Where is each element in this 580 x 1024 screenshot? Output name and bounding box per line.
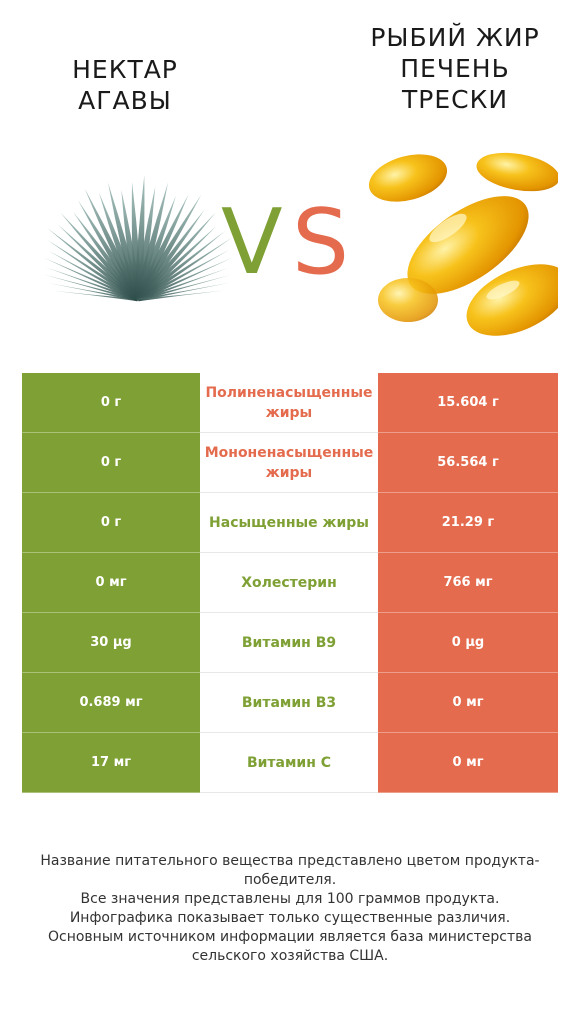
left-value-cell: 0 г	[22, 433, 200, 493]
agave-leaf	[52, 290, 139, 302]
nutrient-name-cell: Витамин C	[200, 733, 378, 793]
table-row: 0 г Полиненасыщенные жиры 15.604 г	[22, 373, 558, 433]
right-value-cell: 0 мг	[378, 673, 558, 733]
agave-leaf	[136, 257, 233, 302]
nutrient-name-cell: Холестерин	[200, 553, 378, 613]
agave-leaf	[134, 209, 205, 301]
right-value-cell: 21.29 г	[378, 493, 558, 553]
agave-leaf	[137, 282, 230, 302]
nutrient-name-cell: Витамин B3	[200, 673, 378, 733]
left-value-cell: 0 г	[22, 373, 200, 433]
agave-leaf	[136, 267, 230, 302]
agave-leaf	[135, 249, 230, 302]
right-value-cell: 766 мг	[378, 553, 558, 613]
left-value-cell: 30 µg	[22, 613, 200, 673]
table-row: 30 µg Витамин B9 0 µg	[22, 613, 558, 673]
table-row: 0 г Насыщенные жиры 21.29 г	[22, 493, 558, 553]
agave-leaf	[137, 290, 225, 302]
agave-leaf	[134, 182, 169, 301]
vs-s-letter: S	[292, 190, 350, 295]
left-value-cell: 17 мг	[22, 733, 200, 793]
footer-line: Все значения представлены для 100 граммо…	[80, 891, 500, 907]
table-row: 0 г Мононенасыщенные жиры 56.564 г	[22, 433, 558, 493]
agave-leaf	[43, 274, 140, 302]
right-value-cell: 15.604 г	[378, 373, 558, 433]
footer-notes: Название питательного вещества представл…	[20, 852, 560, 966]
agave-leaf	[45, 267, 140, 302]
fish-oil-capsules-icon	[368, 152, 558, 336]
right-value-cell: 0 мг	[378, 733, 558, 793]
right-value-cell: 0 µg	[378, 613, 558, 673]
right-product-title: РЫБИЙ ЖИР ПЕЧЕНЬ ТРЕСКИ	[370, 23, 540, 114]
vs-v-letter: V	[221, 190, 283, 295]
agave-leaf	[135, 231, 226, 301]
right-value-cell: 56.564 г	[378, 433, 558, 493]
table-row: 0 мг Холестерин 766 мг	[22, 553, 558, 613]
left-product-title: НЕКТАР АГАВЫ	[72, 55, 178, 115]
agave-leaf	[134, 194, 189, 301]
agave-leaf	[43, 257, 140, 302]
nutrient-name-cell: Витамин B9	[200, 613, 378, 673]
agave-leaf	[134, 212, 216, 301]
agave-leaf	[134, 194, 202, 301]
agave-leaf	[134, 186, 156, 301]
agave-leaf	[48, 250, 141, 302]
footer-line: Основным источником информации является …	[48, 929, 532, 964]
left-value-cell: 0 мг	[22, 553, 200, 613]
nutrient-name-cell: Мононенасыщенные жиры	[200, 433, 378, 493]
table-row: 0.689 мг Витамин B3 0 мг	[22, 673, 558, 733]
agave-leaf	[135, 226, 217, 301]
nutrient-name-cell: Насыщенные жиры	[200, 493, 378, 553]
nutrient-name-cell: Полиненасыщенные жиры	[200, 373, 378, 433]
left-value-cell: 0 г	[22, 493, 200, 553]
agave-leaf	[134, 195, 176, 301]
footer-line: Название питательного вещества представл…	[40, 853, 540, 888]
agave-leaf	[135, 237, 233, 301]
left-value-cell: 0.689 мг	[22, 673, 200, 733]
agave-leaf	[136, 275, 231, 302]
agave-plant-icon	[43, 175, 233, 302]
footer-line: Инфографика показывает только существенн…	[69, 910, 511, 926]
agave-leaf	[47, 283, 139, 302]
